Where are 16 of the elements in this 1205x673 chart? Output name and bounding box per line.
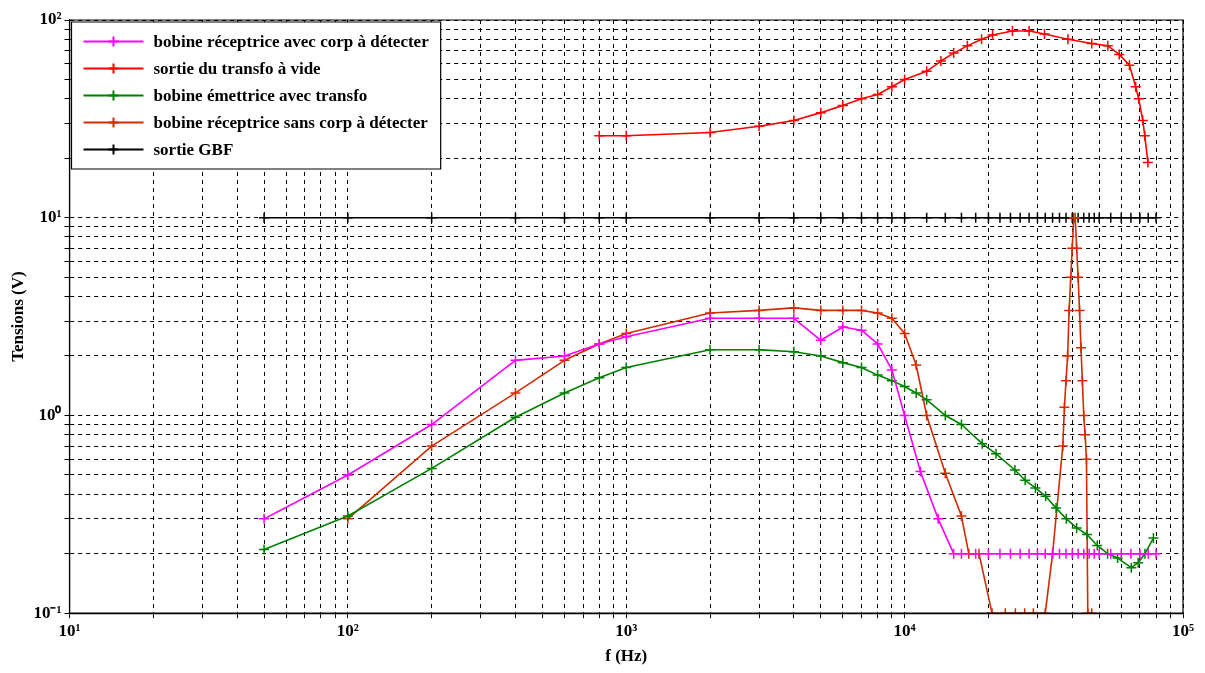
x-axis-title: f (Hz) [605, 646, 648, 666]
y-tick-label: 10⁰ [38, 404, 62, 424]
legend-label: bobine réceptrice avec corp à détecter [153, 31, 430, 51]
x-tick-label: 10² [336, 620, 359, 640]
legend-label: sortie du transfo à vide [153, 58, 322, 78]
x-tick-label: 10¹ [58, 620, 81, 640]
legend-label: bobine émettrice avec transfo [153, 85, 368, 105]
x-tick-label: 10³ [615, 620, 638, 640]
y-tick-label: 10² [39, 9, 62, 29]
legend-label: bobine réceptrice sans corp à détecter [153, 112, 429, 132]
y-tick-label: 10⁻¹ [33, 602, 62, 622]
y-axis-title: Tensions (V) [7, 271, 27, 362]
x-tick-label: 10⁵ [1171, 620, 1195, 640]
y-tick-label: 10¹ [39, 207, 62, 227]
x-tick-label: 10⁴ [893, 620, 916, 640]
legend-label: sortie GBF [153, 139, 234, 159]
